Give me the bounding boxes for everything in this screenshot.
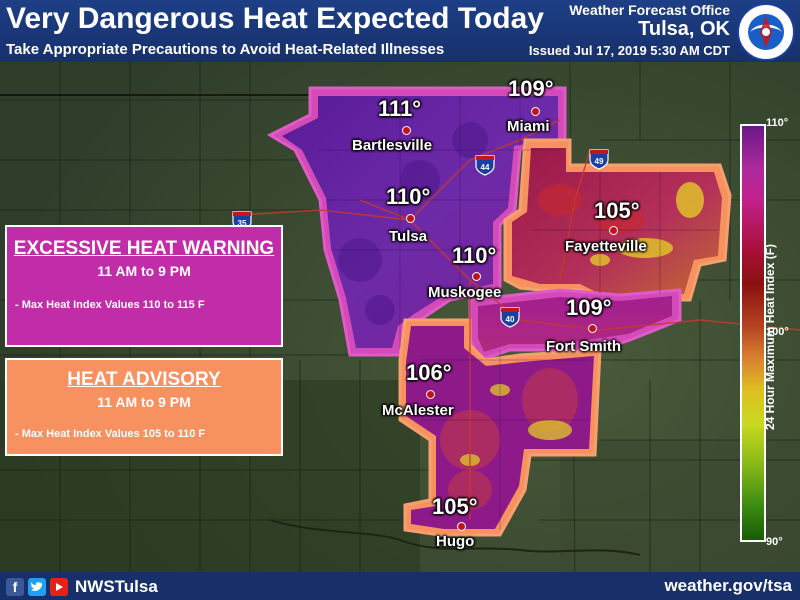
- advisory-note: - Max Heat Index Values 105 to 110 F: [15, 428, 206, 440]
- city-dot-mcalester: [426, 390, 435, 399]
- header-bar: Very Dangerous Heat Expected Today Take …: [0, 0, 800, 62]
- city-value-bartlesville: 111°: [378, 96, 422, 121]
- warning-title: EXCESSIVE HEAT WARNING: [13, 238, 275, 259]
- interstate-35-label: 35: [238, 219, 247, 228]
- interstate-40-shield: 40: [500, 307, 520, 328]
- city-name-bartlesville: Bartlesville: [352, 137, 433, 154]
- office-city: Tulsa, OK: [638, 18, 730, 40]
- heat-index-colorbar: [740, 124, 766, 542]
- social-handle[interactable]: NWSTulsa: [75, 577, 158, 596]
- nws-logo-icon: [737, 3, 795, 61]
- warning-note: - Max Heat Index Values 110 to 115 F: [15, 299, 205, 311]
- interstate-44-shield: 44: [475, 155, 495, 176]
- office-info: Weather Forecast Office Tulsa, OK Issued…: [529, 2, 730, 58]
- footer-bar: f NWSTulsa weather.gov/tsa: [0, 572, 800, 600]
- colorbar-tick-110: 110°: [766, 117, 789, 129]
- map-title: Very Dangerous Heat Expected Today: [6, 2, 544, 35]
- warning-time: 11 AM to 9 PM: [97, 263, 191, 279]
- city-name-hugo: Hugo: [436, 533, 475, 550]
- interstate-49-shield: 49: [589, 149, 609, 170]
- interstate-49-label: 49: [595, 157, 604, 166]
- city-value-mcalester: 106°: [406, 360, 452, 385]
- city-dot-tulsa: [406, 214, 415, 223]
- city-value-miami: 109°: [508, 76, 554, 101]
- city-value-muskogee: 110°: [452, 243, 497, 268]
- city-name-miami: Miami: [507, 118, 550, 135]
- city-name-mcalester: McAlester: [382, 402, 454, 419]
- map-subtitle: Take Appropriate Precautions to Avoid He…: [6, 41, 445, 58]
- city-value-tulsa: 110°: [386, 184, 431, 209]
- heat-advisory-box: HEAT ADVISORY 11 AM to 9 PM - Max Heat I…: [5, 358, 283, 456]
- city-value-hugo: 105°: [432, 494, 478, 519]
- city-name-tulsa: Tulsa: [389, 228, 428, 245]
- city-name-fayetteville: Fayetteville: [565, 238, 647, 255]
- advisory-title: HEAT ADVISORY: [67, 369, 221, 390]
- twitter-icon[interactable]: [28, 578, 46, 596]
- interstate-40-label: 40: [506, 315, 515, 324]
- city-dot-muskogee: [472, 272, 481, 281]
- city-name-muskogee: Muskogee: [428, 284, 502, 301]
- city-dot-miami: [531, 107, 540, 116]
- website-link[interactable]: weather.gov/tsa: [664, 576, 792, 595]
- office-label: Weather Forecast Office: [569, 2, 730, 18]
- colorbar-title: 24 Hour Maximum Heat Index (F): [763, 243, 777, 430]
- city-name-fort-smith: Fort Smith: [546, 338, 621, 355]
- city-value-fayetteville: 105°: [594, 198, 640, 223]
- issued-time: Issued Jul 17, 2019 5:30 AM CDT: [528, 43, 730, 58]
- advisory-time: 11 AM to 9 PM: [97, 394, 191, 410]
- youtube-icon[interactable]: [50, 578, 68, 596]
- interstate-44-label: 44: [481, 163, 490, 172]
- city-dot-bartlesville: [402, 126, 411, 135]
- social-links: f NWSTulsa: [6, 577, 158, 597]
- facebook-icon[interactable]: f: [6, 578, 24, 596]
- city-dot-fayetteville: [609, 226, 618, 235]
- excessive-heat-warning-box: EXCESSIVE HEAT WARNING 11 AM to 9 PM - M…: [5, 225, 283, 347]
- colorbar-tick-90: 90°: [766, 536, 783, 548]
- city-dot-fort-smith: [588, 324, 597, 333]
- city-value-fort-smith: 109°: [566, 295, 612, 320]
- colorbar-tick-100: 100°: [766, 326, 789, 338]
- city-dot-hugo: [457, 522, 466, 531]
